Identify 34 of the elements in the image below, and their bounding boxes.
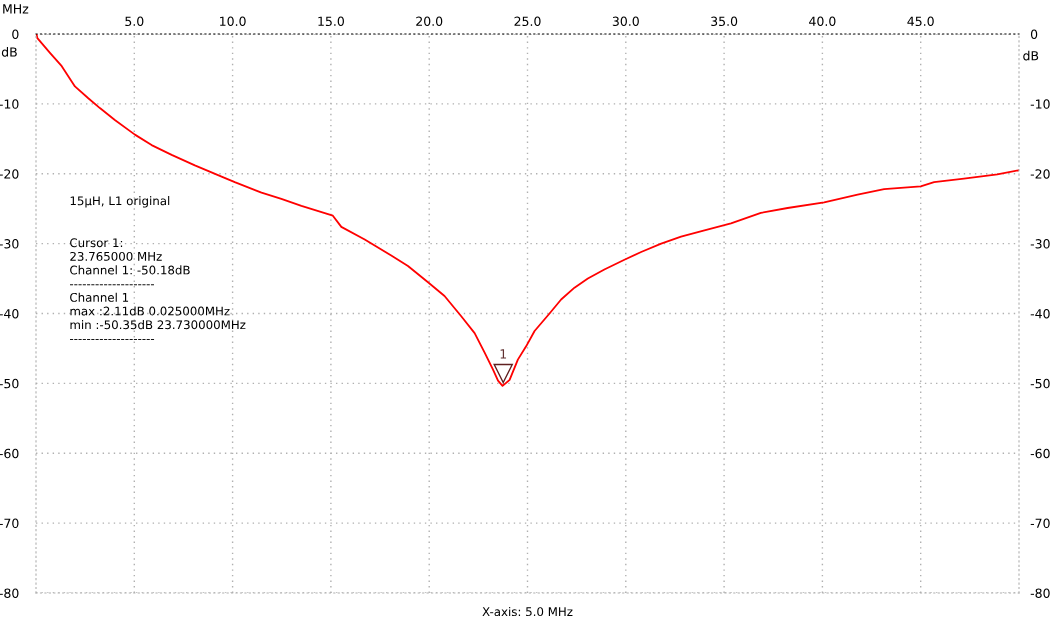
y-tick-label: 0 (12, 29, 19, 39)
y2-tick-label: -30 (1030, 239, 1050, 249)
x-tick-label: 30.0 (612, 16, 639, 27)
y-tick-label: -40 (0, 308, 19, 319)
annotation: Cursor 1: 23.765000 MHz Channel 1: -50.18dB -------------------- Channel 1 max :2.11dB 0.025000MHz min :-50.35dB 23.730000MHz -------------------- (70, 238, 246, 340)
y2-tick-label: -70 (1030, 518, 1050, 529)
text: X-axis: 5.0 MHz (482, 606, 573, 617)
y2-tick-label: -40 (1030, 308, 1050, 319)
y-tick-label: -20 (0, 169, 19, 179)
y-tick-label: -60 (0, 448, 19, 459)
y-tick-label: -10 (0, 99, 19, 109)
y2-tick-label: -80 (1030, 588, 1050, 598)
y2-tick-label: -50 (1030, 378, 1050, 389)
x-axis-title: MHz (3, 4, 29, 14)
y2-tick-label: -20 (1030, 169, 1050, 179)
x-tick-label: 10.0 (220, 16, 246, 27)
x-tick-label: 15.0 (318, 16, 344, 27)
y-axis-title: dB (1, 47, 17, 57)
y2-tick-label: -10 (1030, 99, 1050, 109)
x-tick-label: 5.0 (125, 16, 144, 27)
x-tick-label: 40.0 (809, 16, 836, 27)
y2-tick-label: 0 (1030, 29, 1038, 39)
x-tick-label: 35.0 (711, 16, 738, 27)
y-tick-label: -80 (0, 588, 19, 598)
annotation: 15μH, L1 original (70, 196, 170, 208)
x-tick-label: 20.0 (416, 16, 443, 27)
y-tick-label: -30 (0, 239, 19, 249)
x-tick-label: 45.0 (907, 16, 934, 27)
y-tick-label: -70 (0, 518, 19, 529)
x-tick-label: 25.0 (514, 16, 541, 27)
annotation: 1 (500, 349, 507, 359)
y2-tick-label: -60 (1030, 448, 1050, 459)
y2-axis-title: dB (1023, 50, 1039, 61)
y-tick-label: -50 (0, 378, 19, 389)
